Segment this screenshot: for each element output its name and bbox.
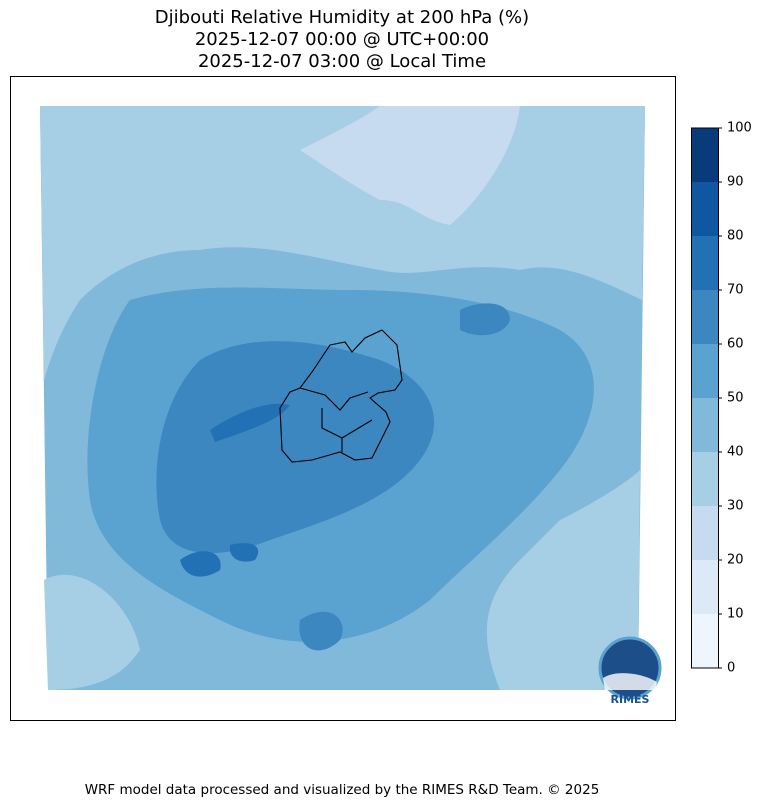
colorbar-bin bbox=[691, 560, 718, 614]
logo-text: RIMES bbox=[611, 693, 650, 706]
logo: RIMES bbox=[598, 636, 662, 706]
colorbar-bin bbox=[691, 182, 718, 236]
colorbar-bin bbox=[691, 614, 718, 668]
colorbar: 0 10 20 30 40 50 60 70 80 90 100 bbox=[691, 121, 752, 676]
title-line: 2025-12-07 03:00 @ Local Time bbox=[198, 51, 486, 72]
colorbar-tick-label: 60 bbox=[727, 337, 744, 352]
colorbar-bin bbox=[691, 344, 718, 398]
colorbar-tick-label: 70 bbox=[727, 283, 744, 298]
colorbar-tick-label: 50 bbox=[727, 391, 744, 406]
colorbar-tick-label: 90 bbox=[727, 175, 744, 190]
colorbar-bin bbox=[691, 236, 718, 290]
colorbar-bin bbox=[691, 128, 718, 182]
colorbar-bin bbox=[691, 398, 718, 452]
colorbar-tick-label: 10 bbox=[727, 607, 744, 622]
colorbar-bin bbox=[691, 290, 718, 344]
colorbar-tick-label: 100 bbox=[727, 121, 752, 136]
colorbar-tick-label: 20 bbox=[727, 553, 744, 568]
field-30-40 bbox=[40, 106, 645, 380]
colorbar-tick-label: 30 bbox=[727, 499, 744, 514]
colorbar-bin bbox=[691, 506, 718, 560]
colorbar-bin bbox=[691, 452, 718, 506]
field-70-80 bbox=[180, 403, 290, 577]
footer: WRF model data processed and visualized … bbox=[85, 782, 600, 798]
map: RIMES bbox=[40, 106, 662, 706]
colorbar-tick-label: 40 bbox=[727, 445, 744, 460]
field-30-40 bbox=[44, 470, 640, 690]
logo-wave bbox=[603, 673, 657, 690]
colorbar-tick-label: 80 bbox=[727, 229, 744, 244]
title-line: Djibouti Relative Humidity at 200 hPa (%… bbox=[155, 7, 529, 28]
field-60-70 bbox=[156, 303, 511, 651]
country-border bbox=[279, 329, 403, 463]
field-20-30 bbox=[300, 106, 520, 225]
colorbar-tick-label: 0 bbox=[727, 661, 735, 676]
title-line: 2025-12-07 00:00 @ UTC+00:00 bbox=[195, 29, 489, 50]
